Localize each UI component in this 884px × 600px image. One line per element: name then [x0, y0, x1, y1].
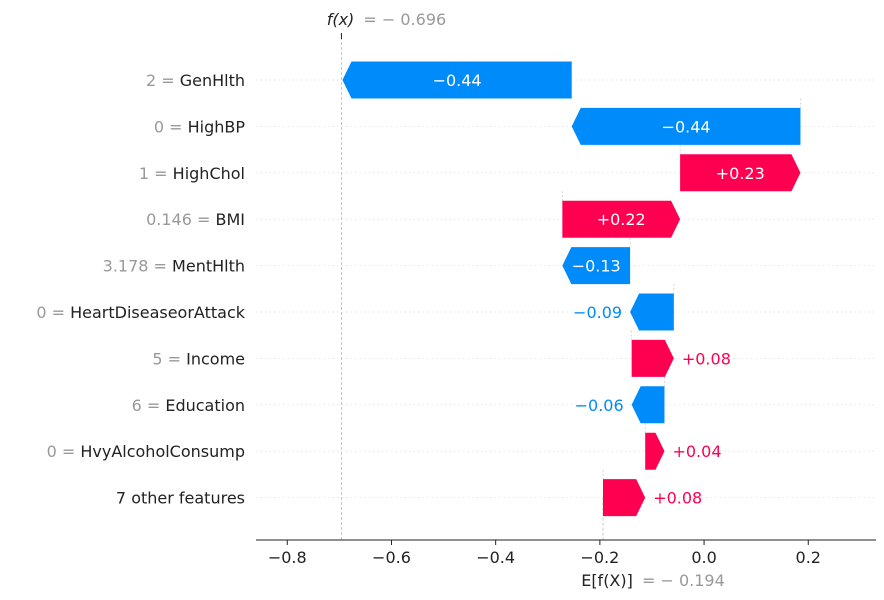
feature-equals: =	[142, 396, 166, 415]
feature-label: 6 = Education	[132, 396, 245, 415]
feature-equals: =	[47, 303, 71, 322]
bar-value-labels: −0.44 −0.44 +0.23 +0.22 −0.13 −0.09 +0.08 −0.06…	[433, 71, 765, 508]
bar-value-label: −0.13	[572, 257, 621, 276]
feature-name: HvyAlcoholConsump	[80, 442, 245, 461]
fx-label: f(x) = − 0.696	[327, 10, 446, 29]
bar-positive	[602, 479, 646, 517]
feature-name: MentHlth	[172, 257, 245, 276]
bar-negative	[571, 107, 801, 145]
base-value-label: E[f(X)] = − 0.194	[581, 571, 725, 590]
bar-value-label: −0.44	[433, 71, 482, 90]
feature-name: GenHlth	[180, 71, 245, 90]
feature-name: Income	[186, 349, 245, 368]
feature-equals: =	[192, 210, 216, 229]
feature-label: 0 = HighBP	[154, 117, 246, 136]
bar-value-label: −0.44	[662, 117, 711, 136]
bar-positive	[562, 200, 681, 238]
feature-name: HighBP	[188, 117, 246, 136]
bar-negative	[562, 247, 631, 285]
feature-label: 7 other features	[116, 489, 245, 508]
base-value-label-value: = − 0.194	[642, 571, 725, 590]
fx-label-name: f(x)	[327, 10, 355, 29]
feature-name: BMI	[216, 210, 246, 229]
feature-equals: =	[156, 71, 180, 90]
feature-name: HeartDiseaseorAttack	[70, 303, 246, 322]
feature-equals: =	[149, 164, 173, 183]
feature-label: 3.178 = MentHlth	[103, 257, 245, 276]
feature-equals: =	[164, 117, 188, 136]
x-axis: −0.8 −0.6 −0.4 −0.2 0.0 0.2	[256, 539, 876, 567]
feature-name: Education	[165, 396, 245, 415]
feature-value: 0	[47, 442, 57, 461]
x-tick-label: −0.6	[372, 548, 411, 567]
feature-label: 0 = HeartDiseaseorAttack	[36, 303, 245, 322]
bar-value-label: +0.08	[653, 489, 702, 508]
bar-negative	[631, 386, 665, 424]
feature-value: 1	[139, 164, 149, 183]
x-tick-label: 0.2	[796, 548, 821, 567]
feature-label: 0.146 = BMI	[146, 210, 245, 229]
bar-negative	[630, 293, 674, 331]
feature-bars	[342, 61, 801, 517]
feature-equals: =	[163, 349, 187, 368]
x-tick-label: −0.4	[476, 548, 515, 567]
x-tick-label: −0.8	[268, 548, 307, 567]
feature-equals: =	[148, 257, 172, 276]
feature-label: 0 = HvyAlcoholConsump	[47, 442, 245, 461]
feature-value: 0	[154, 117, 164, 136]
feature-value: 5	[152, 349, 162, 368]
bar-negative	[342, 61, 572, 99]
feature-name: HighChol	[173, 164, 245, 183]
bar-positive	[631, 339, 674, 377]
feature-label: 1 = HighChol	[139, 164, 245, 183]
feature-name: 7 other features	[116, 489, 245, 508]
base-value-label-name: E[f(X)]	[581, 571, 633, 590]
bar-value-label: +0.23	[716, 164, 765, 183]
feature-value: 3.178	[103, 257, 149, 276]
x-tick-label: −0.2	[580, 548, 619, 567]
bar-value-label: −0.06	[575, 396, 624, 415]
feature-value: 6	[132, 396, 142, 415]
feature-label: 5 = Income	[152, 349, 245, 368]
feature-label: 2 = GenHlth	[146, 71, 245, 90]
bar-positive	[645, 432, 665, 470]
bar-positive	[680, 154, 801, 192]
x-tick-label: 0.0	[691, 548, 716, 567]
bar-value-label: −0.09	[573, 303, 622, 322]
bar-value-label: +0.08	[682, 349, 731, 368]
feature-value: 0.146	[146, 210, 192, 229]
bar-value-label: +0.04	[672, 442, 721, 461]
bar-value-label: +0.22	[597, 210, 646, 229]
feature-labels: 2 = GenHlth 0 = HighBP 1 = HighChol 0.146 =…	[36, 71, 245, 508]
fx-label-value: = − 0.696	[363, 10, 446, 29]
feature-value: 0	[36, 303, 46, 322]
feature-value: 2	[146, 71, 156, 90]
feature-equals: =	[57, 442, 81, 461]
